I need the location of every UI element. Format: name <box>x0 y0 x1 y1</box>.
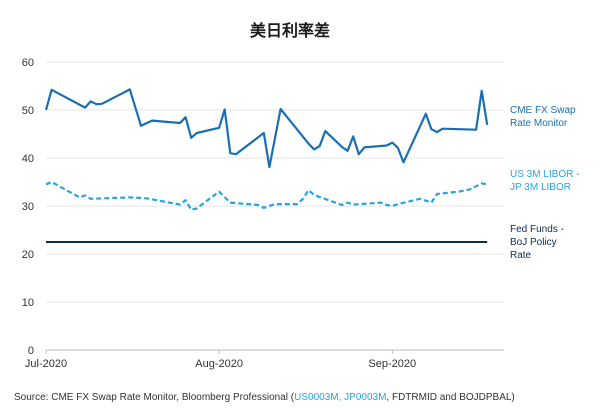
y-tick-label: 50 <box>22 105 34 117</box>
chart-title: 美日利率差 <box>250 21 330 40</box>
series-label-2: BoJ Policy <box>510 237 557 248</box>
source-sep: , <box>338 392 345 403</box>
series-label-0: Rate Monitor <box>510 118 568 129</box>
y-tick-label: 60 <box>22 57 34 69</box>
source-prefix: Source: CME FX Swap Rate Monitor, Bloomb… <box>14 392 295 403</box>
source-link-jp0003m[interactable]: JP0003M <box>344 392 387 403</box>
y-tick-label: 20 <box>22 249 34 261</box>
y-tick-label: 0 <box>28 345 34 357</box>
x-tick-label: Jul-2020 <box>25 358 67 370</box>
series-labels: CME FX Swap Rate Monitor US 3M LIBOR - JP 3… <box>510 105 579 261</box>
gridlines <box>46 61 504 351</box>
series-label-2: Rate <box>510 250 532 261</box>
source-suffix: , FDTRMID and BOJDPBAL) <box>386 392 515 403</box>
series-lines <box>44 88 489 243</box>
y-axis-ticks: 0 10 20 30 40 50 60 <box>22 57 34 357</box>
source-note: Source: CME FX Swap Rate Monitor, Bloomb… <box>14 392 515 403</box>
x-axis-ticks: Jul-2020 Aug-2020 Sep-2020 <box>25 350 416 370</box>
series-label-2: Fed Funds - <box>510 224 564 235</box>
series-line-0 <box>44 88 489 169</box>
x-tick-label: Sep-2020 <box>368 358 416 370</box>
series-label-1: JP 3M LIBOR <box>510 182 571 193</box>
x-tick-label: Aug-2020 <box>195 358 243 370</box>
source-link-us0003m[interactable]: US0003M <box>294 392 339 403</box>
y-tick-label: 40 <box>22 153 34 165</box>
series-line-1 <box>45 180 488 211</box>
series-label-1: US 3M LIBOR - <box>510 169 579 180</box>
y-tick-label: 30 <box>22 201 34 213</box>
y-tick-label: 10 <box>22 297 34 309</box>
series-label-0: CME FX Swap <box>510 105 576 116</box>
chart: 美日利率差 0 10 20 30 40 50 60 Jul-2020 Aug-2020 Sep-… <box>22 21 580 370</box>
